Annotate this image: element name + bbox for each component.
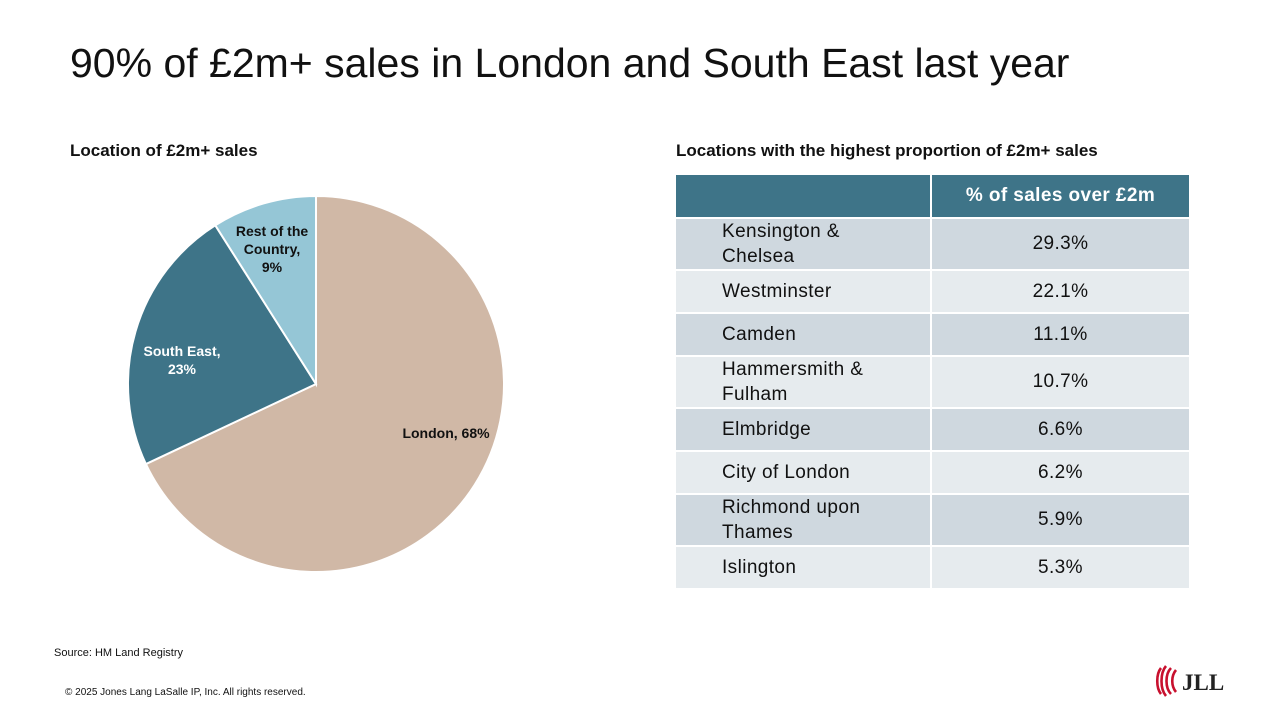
table-cell-location: Hammersmith & Fulham — [674, 355, 932, 409]
table-cell-value: 10.7% — [930, 355, 1191, 409]
page-title: 90% of £2m+ sales in London and South Ea… — [70, 40, 1070, 86]
pie-chart: London, 68% South East, 23% Rest of the Coun… — [127, 194, 505, 573]
pie-slice-label: Rest of the Country, 9% — [236, 223, 309, 275]
copyright-note: © 2025 Jones Lang LaSalle IP, Inc. All r… — [65, 687, 306, 698]
table-cell-value: 22.1% — [930, 269, 1191, 314]
table-cell-value: 11.1% — [930, 312, 1191, 357]
table-header-location — [674, 173, 932, 219]
table-row: Islington 5.3% — [674, 545, 1191, 590]
table-cell-location: City of London — [674, 450, 932, 495]
pie-slice-2 — [213, 194, 317, 388]
table-cell-value: 6.2% — [930, 450, 1191, 495]
table-header-row: % of sales over £2m — [674, 173, 1191, 219]
table-cell-location: Camden — [674, 312, 932, 357]
table-row: Hammersmith & Fulham 10.7% — [674, 355, 1191, 409]
table-row: Camden 11.1% — [674, 312, 1191, 357]
jll-logo: JLL — [1155, 665, 1224, 697]
jll-flame-icon — [1155, 665, 1178, 697]
table-cell-location: Richmond upon Thames — [674, 493, 932, 547]
table-cell-value: 5.3% — [930, 545, 1191, 590]
table-cell-location: Kensington & Chelsea — [674, 217, 932, 271]
table-row: City of London 6.2% — [674, 450, 1191, 495]
table-row: Kensington & Chelsea 29.3% — [674, 217, 1191, 271]
table-row: Elmbridge 6.6% — [674, 407, 1191, 452]
pie-slice-1 — [127, 223, 318, 466]
table-title: Locations with the highest proportion of… — [676, 141, 1098, 160]
table-cell-location: Islington — [674, 545, 932, 590]
table-cell-value: 6.6% — [930, 407, 1191, 452]
jll-logo-text: JLL — [1182, 670, 1224, 695]
table-cell-location: Elmbridge — [674, 407, 932, 452]
table-row: Westminster 22.1% — [674, 269, 1191, 314]
pie-chart-title: Location of £2m+ sales — [70, 141, 258, 160]
table-cell-location: Westminster — [674, 269, 932, 314]
pie-slice-label: South East, 23% — [143, 343, 220, 377]
pie-slice-label: London, 68% — [402, 425, 490, 441]
table-cell-value: 29.3% — [930, 217, 1191, 271]
source-note: Source: HM Land Registry — [54, 647, 183, 659]
location-table: % of sales over £2m Kensington & Chelsea… — [674, 173, 1191, 590]
table-row: Richmond upon Thames 5.9% — [674, 493, 1191, 547]
table-header-percent: % of sales over £2m — [930, 173, 1191, 219]
pie-slice-0 — [144, 194, 505, 573]
table-cell-value: 5.9% — [930, 493, 1191, 547]
